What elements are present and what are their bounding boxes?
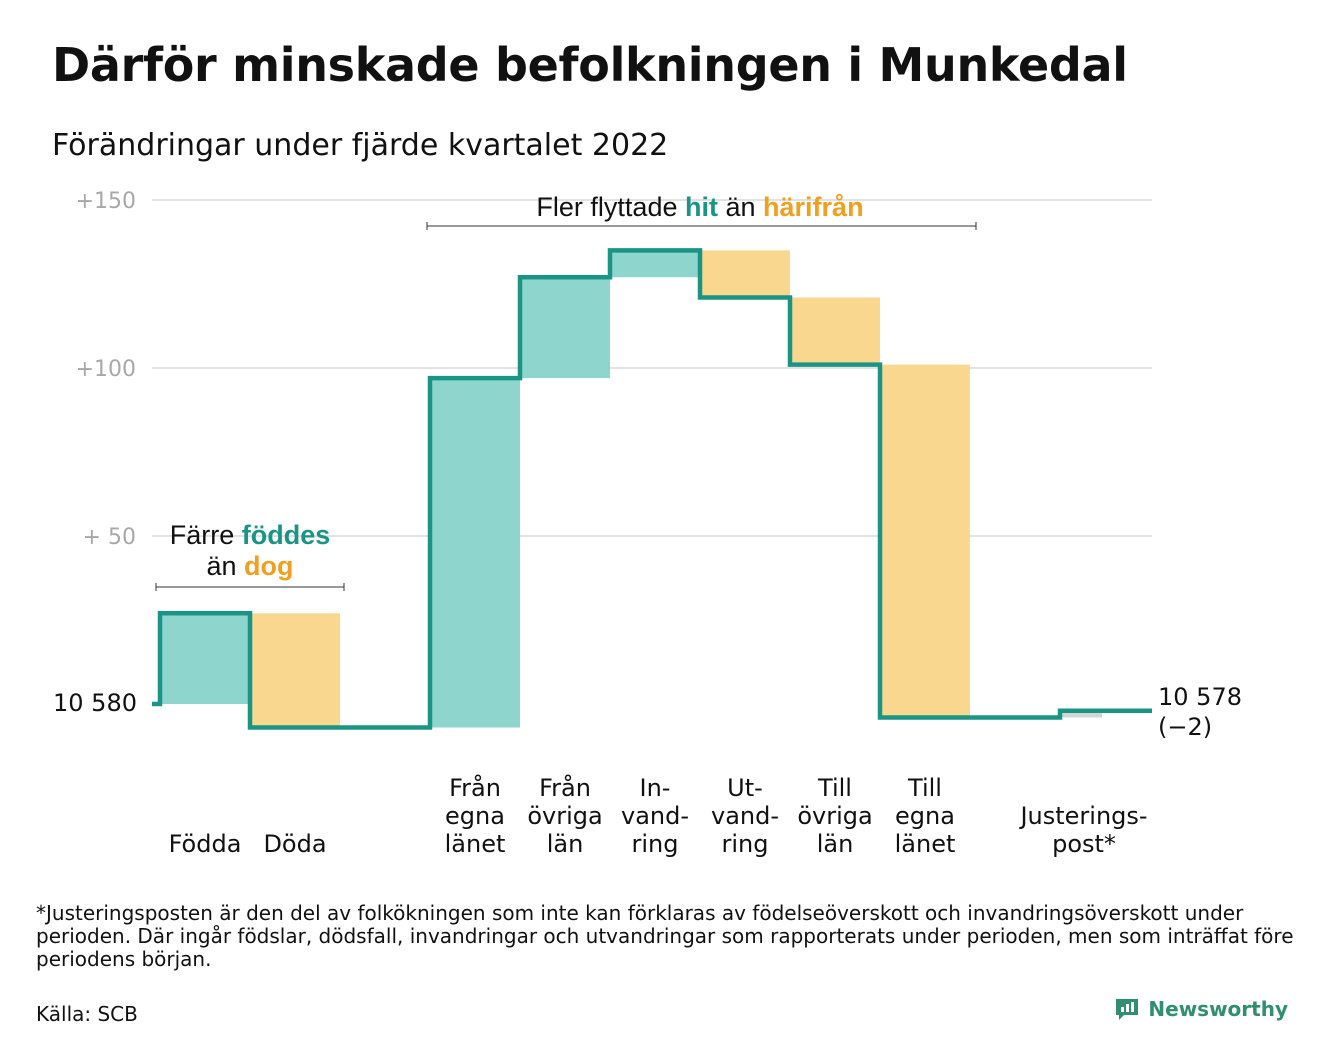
bar-1	[250, 613, 340, 728]
born-annotation: Färre föddes än dog	[155, 520, 345, 591]
svg-text:än dog: än dog	[206, 551, 293, 581]
bar-8	[1060, 710, 1102, 718]
end-change-label: (−2)	[1158, 713, 1212, 741]
category-label-5-1: vand-	[711, 802, 779, 830]
born-annotation-highlight-out: dog	[244, 551, 293, 581]
category-label-4-2: ring	[632, 830, 679, 858]
category-label-6-1: övriga	[797, 802, 872, 830]
moved-annotation-text-b: än	[718, 192, 763, 222]
bar-5	[700, 250, 790, 298]
brand-logo: Newsworthy	[1114, 996, 1288, 1022]
start-value-label: 10 580	[53, 689, 137, 717]
population-step-line	[152, 248, 1152, 730]
bar-2	[430, 378, 520, 728]
moved-annotation-text-a: Fler flyttade	[536, 192, 685, 222]
y-tick-label-0: +150	[76, 189, 136, 214]
bar-0	[160, 613, 250, 704]
born-annotation-text-b: än	[206, 551, 244, 581]
category-label-1-0: Döda	[263, 830, 326, 858]
chart-subtitle: Förändringar under fjärde kvartalet 2022	[52, 128, 669, 163]
y-tick-label-2: + 50	[83, 525, 136, 550]
category-label-0-0: Födda	[169, 830, 242, 858]
end-value-label: 10 578	[1158, 683, 1242, 711]
category-label-3-0: Från	[539, 773, 591, 802]
svg-text:Färre föddes: Färre föddes	[170, 520, 331, 550]
source-label: Källa: SCB	[36, 1002, 138, 1026]
category-label-5-2: ring	[722, 830, 769, 858]
category-label-8-0: Justerings-	[1018, 802, 1147, 830]
category-label-2-2: länet	[445, 830, 506, 858]
chart-title: Därför minskade befolkningen i Munkedal	[52, 38, 1128, 92]
born-annotation-text-a: Färre	[170, 520, 242, 550]
category-label-4-1: vand-	[621, 802, 689, 830]
category-label-2-0: Från	[449, 773, 501, 802]
y-tick-label-1: +100	[76, 357, 136, 382]
bar-4	[610, 250, 700, 278]
category-label-6-0: Till	[817, 774, 852, 802]
bar-3	[520, 277, 610, 379]
category-label-8-1: post*	[1052, 830, 1116, 858]
moved-annotation-highlight-in: hit	[685, 192, 718, 222]
waterfall-chart: +150+100+ 50 Födda DödaFrånegnalänetFrånö…	[53, 189, 1242, 858]
footnote: *Justeringsposten är den del av folkökni…	[36, 901, 1294, 971]
born-annotation-highlight-in: föddes	[242, 520, 331, 550]
bar-7	[880, 364, 970, 718]
category-label-7-2: länet	[895, 830, 956, 858]
category-label-3-1: övriga	[527, 802, 602, 830]
category-label-2-1: egna	[445, 802, 505, 830]
moved-annotation-highlight-out: härifrån	[763, 192, 864, 222]
brand-name: Newsworthy	[1148, 997, 1288, 1021]
svg-text:Fler flyttade hit än härifrån: Fler flyttade hit än härifrån	[536, 192, 863, 222]
category-label-5-0: Ut-	[727, 774, 763, 802]
category-label-4-0: In-	[640, 774, 671, 802]
category-label-3-2: län	[547, 830, 584, 858]
bar-6	[790, 297, 880, 365]
category-label-6-2: län	[817, 830, 854, 858]
category-label-7-0: Till	[907, 774, 942, 802]
newsworthy-logo-icon	[1116, 999, 1139, 1020]
moved-annotation: Fler flyttade hit än härifrån	[426, 192, 977, 230]
category-label-7-1: egna	[895, 802, 955, 830]
